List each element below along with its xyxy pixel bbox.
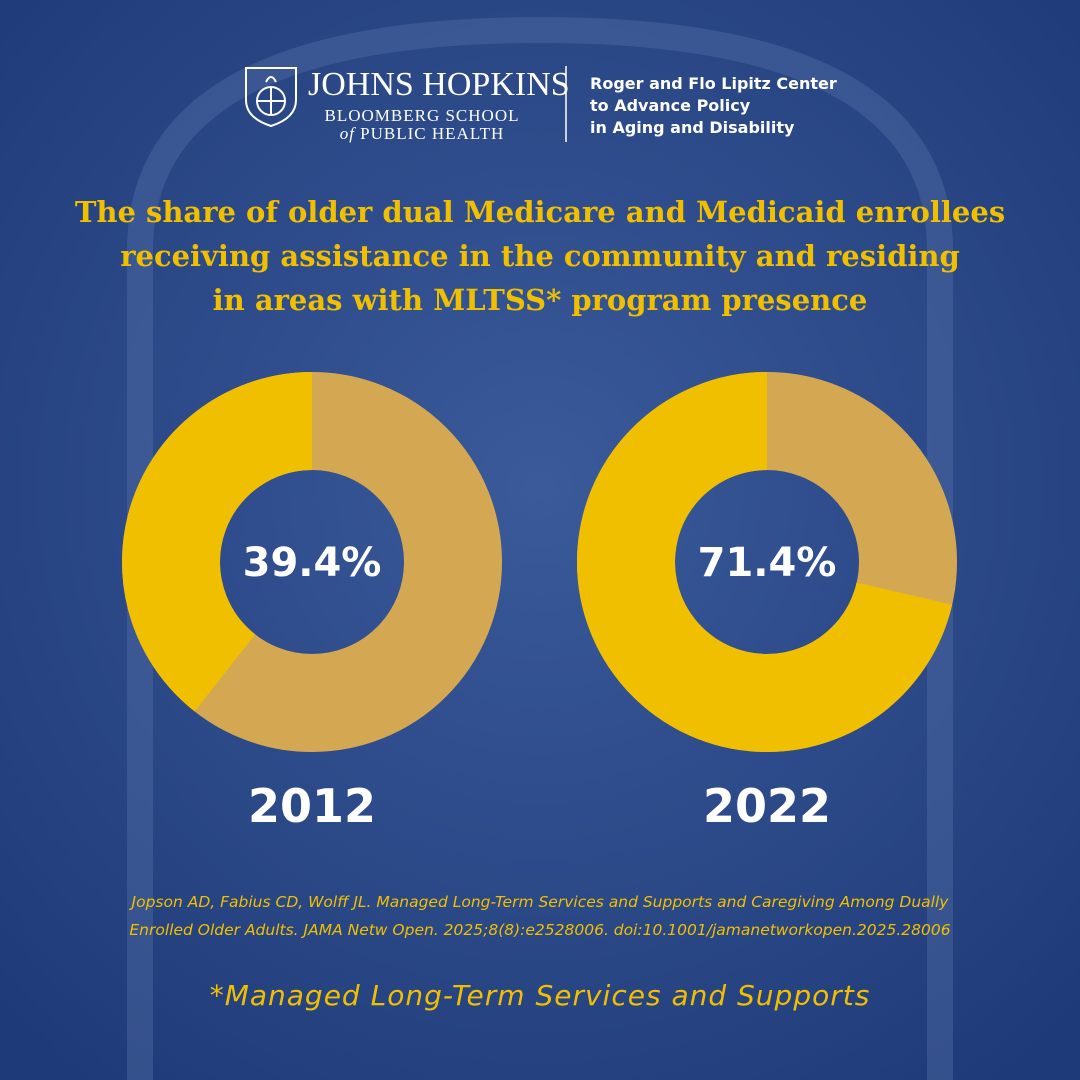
center-line: Roger and Flo Lipitz Center	[590, 74, 837, 93]
donut-value-label: 71.4%	[698, 540, 837, 586]
title-line: receiving assistance in the community an…	[120, 239, 960, 273]
charts: 39.4% 2012 71.4% 2022	[122, 372, 957, 833]
footnote: *Managed Long-Term Services and Supports	[210, 979, 871, 1012]
title-line: The share of older dual Medicare and Med…	[75, 195, 1005, 229]
citation-line: Enrolled Older Adults. JAMA Netw Open. 2…	[129, 921, 950, 939]
logo-school-name: Public Health	[360, 124, 504, 143]
citation: Jopson AD, Fabius CD, Wolff JL. Managed …	[129, 893, 951, 939]
donut-segment	[577, 372, 953, 752]
logo-name: Johns Hopkins	[308, 66, 570, 103]
donut-segment	[122, 372, 314, 712]
center-line: to Advance Policy	[590, 96, 751, 115]
donut-value-label: 39.4%	[243, 540, 382, 586]
title: The share of older dual Medicare and Med…	[75, 195, 1005, 317]
donut-title: 2012	[248, 779, 376, 833]
center-line: in Aging and Disability	[590, 118, 795, 137]
donut-title: 2022	[703, 779, 831, 833]
logo-school: of Public Health	[340, 124, 505, 143]
title-line: in areas with MLTSS* program presence	[213, 283, 868, 317]
logo-school: Bloomberg School	[325, 106, 520, 125]
background-arch	[127, 16, 953, 1080]
citation-line: Jopson AD, Fabius CD, Wolff JL. Managed …	[129, 893, 950, 911]
center-name: Roger and Flo Lipitz Center to Advance Po…	[590, 74, 837, 137]
logo-school-prefix: of	[340, 124, 357, 143]
logo-shield	[245, 67, 297, 128]
